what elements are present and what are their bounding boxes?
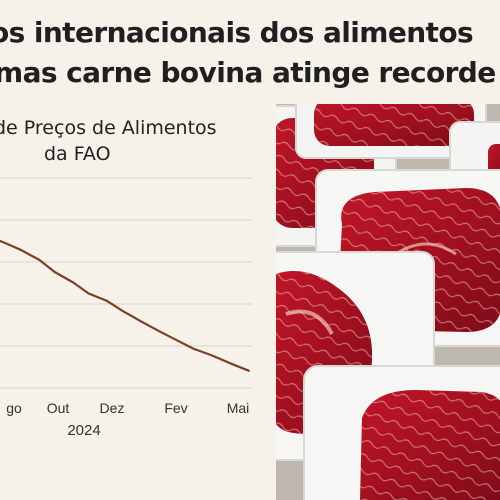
year-axis-label: 2024 bbox=[67, 422, 101, 439]
x-tick-label-dez: Dez bbox=[99, 400, 125, 416]
beef-steaks-photo bbox=[276, 104, 500, 500]
food-price-index-line bbox=[0, 239, 250, 372]
chart-title-line-1: de Preços de Alimentos bbox=[0, 117, 217, 139]
price-index-chart: de Preços de Alimentos da FAO go Out Dez Fe… bbox=[0, 104, 276, 500]
headline-line-1: os internacionais dos alimentos bbox=[0, 16, 474, 49]
chart-title-line-2: da FAO bbox=[44, 143, 111, 165]
headline: os internacionais dos alimentos mas carn… bbox=[0, 8, 500, 94]
x-tick-label-out: Out bbox=[46, 400, 70, 416]
tray-bottom-right bbox=[303, 365, 500, 500]
x-tick-label-ago: go bbox=[6, 400, 22, 416]
x-tick-label-mai: Mai bbox=[226, 400, 250, 416]
chart-plot-area bbox=[0, 177, 252, 389]
headline-line-2: mas carne bovina atinge recorde bbox=[0, 56, 496, 89]
x-tick-label-fev: Fev bbox=[164, 400, 188, 416]
tray-top-middle bbox=[295, 104, 487, 159]
steak-trays-illustration bbox=[276, 104, 500, 500]
